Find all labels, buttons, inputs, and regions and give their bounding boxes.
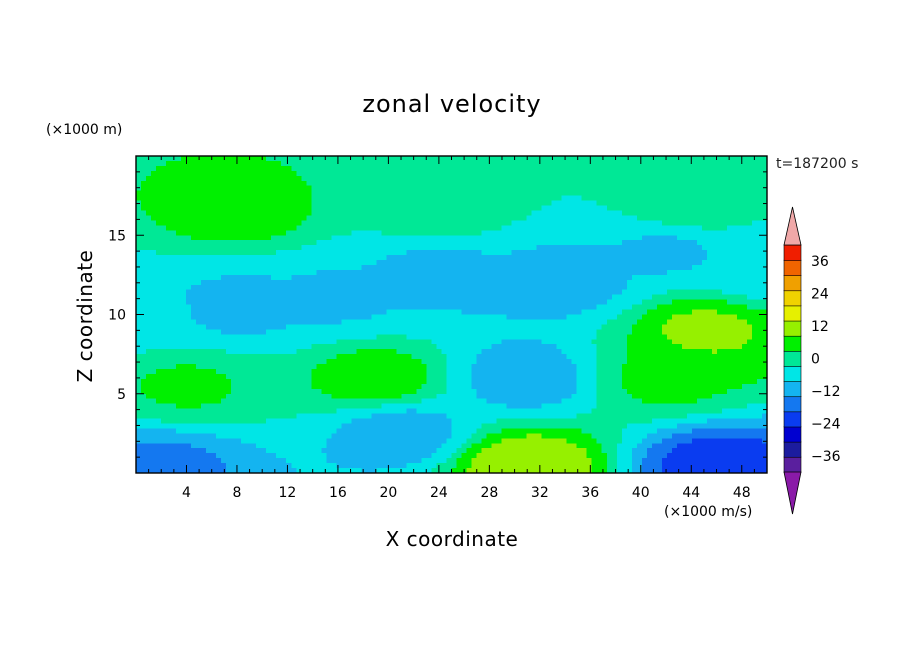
colorbar-swatch xyxy=(783,290,802,307)
colorbar-tick-label: −24 xyxy=(811,416,841,432)
colorbar-over-arrow xyxy=(783,206,802,246)
y-axis-title: Z coordinate xyxy=(73,250,97,383)
x-tick-label: 4 xyxy=(182,485,191,501)
colorbar-swatch xyxy=(783,411,802,428)
colorbar: 36 24 12 0 −12 −24 −36 xyxy=(783,206,841,515)
colorbar-swatch xyxy=(783,456,802,473)
colorbar-swatch xyxy=(783,441,802,458)
time-label: t=187200 s xyxy=(776,156,858,172)
x-tick-label: 12 xyxy=(279,485,297,501)
colorbar-tick-label: 24 xyxy=(811,287,829,303)
colorbar-under-arrow xyxy=(783,471,802,515)
colorbar-tick-label: 36 xyxy=(811,254,829,270)
colorbar-swatch xyxy=(783,305,802,322)
x-tick-label: 32 xyxy=(531,485,549,501)
x-axis: 4 8 12 16 20 24 28 32 36 40 44 48 xyxy=(148,156,755,501)
colorbar-tick-label: 0 xyxy=(811,352,820,368)
x-tick-label: 16 xyxy=(329,485,347,501)
x-tick-label: 28 xyxy=(480,485,498,501)
x-unit-label: (×1000 m/s) xyxy=(664,504,752,520)
x-axis-title: X coordinate xyxy=(386,527,519,551)
colorbar-swatch xyxy=(783,244,802,261)
y-tick-label: 5 xyxy=(117,387,126,403)
colorbar-tick-label: −36 xyxy=(811,449,841,465)
x-tick-label: 24 xyxy=(430,485,448,501)
x-tick-label: 20 xyxy=(379,485,397,501)
colorbar-tick-label: −12 xyxy=(811,384,841,400)
x-tick-label: 36 xyxy=(581,485,599,501)
colorbar-swatch xyxy=(783,396,802,413)
x-tick-label: 48 xyxy=(733,485,751,501)
y-axis: 5 10 15 xyxy=(108,171,767,458)
x-tick-label: 44 xyxy=(682,485,700,501)
colorbar-swatch xyxy=(783,426,802,443)
colorbar-swatch xyxy=(783,335,802,352)
y-unit-label: (×1000 m) xyxy=(46,122,122,138)
x-tick-label: 40 xyxy=(632,485,650,501)
colorbar-swatch xyxy=(783,274,802,292)
colorbar-swatch xyxy=(783,320,802,337)
colorbar-tick-label: 12 xyxy=(811,319,829,335)
contour-field xyxy=(136,156,768,474)
chart-title: zonal velocity xyxy=(362,90,541,118)
colorbar-swatch xyxy=(783,380,802,398)
colorbar-swatch xyxy=(783,350,802,367)
colorbar-swatch xyxy=(783,365,802,382)
colorbar-swatch xyxy=(783,259,802,276)
x-tick-label: 8 xyxy=(232,485,241,501)
y-tick-label: 15 xyxy=(108,228,126,244)
y-tick-label: 10 xyxy=(108,308,126,324)
